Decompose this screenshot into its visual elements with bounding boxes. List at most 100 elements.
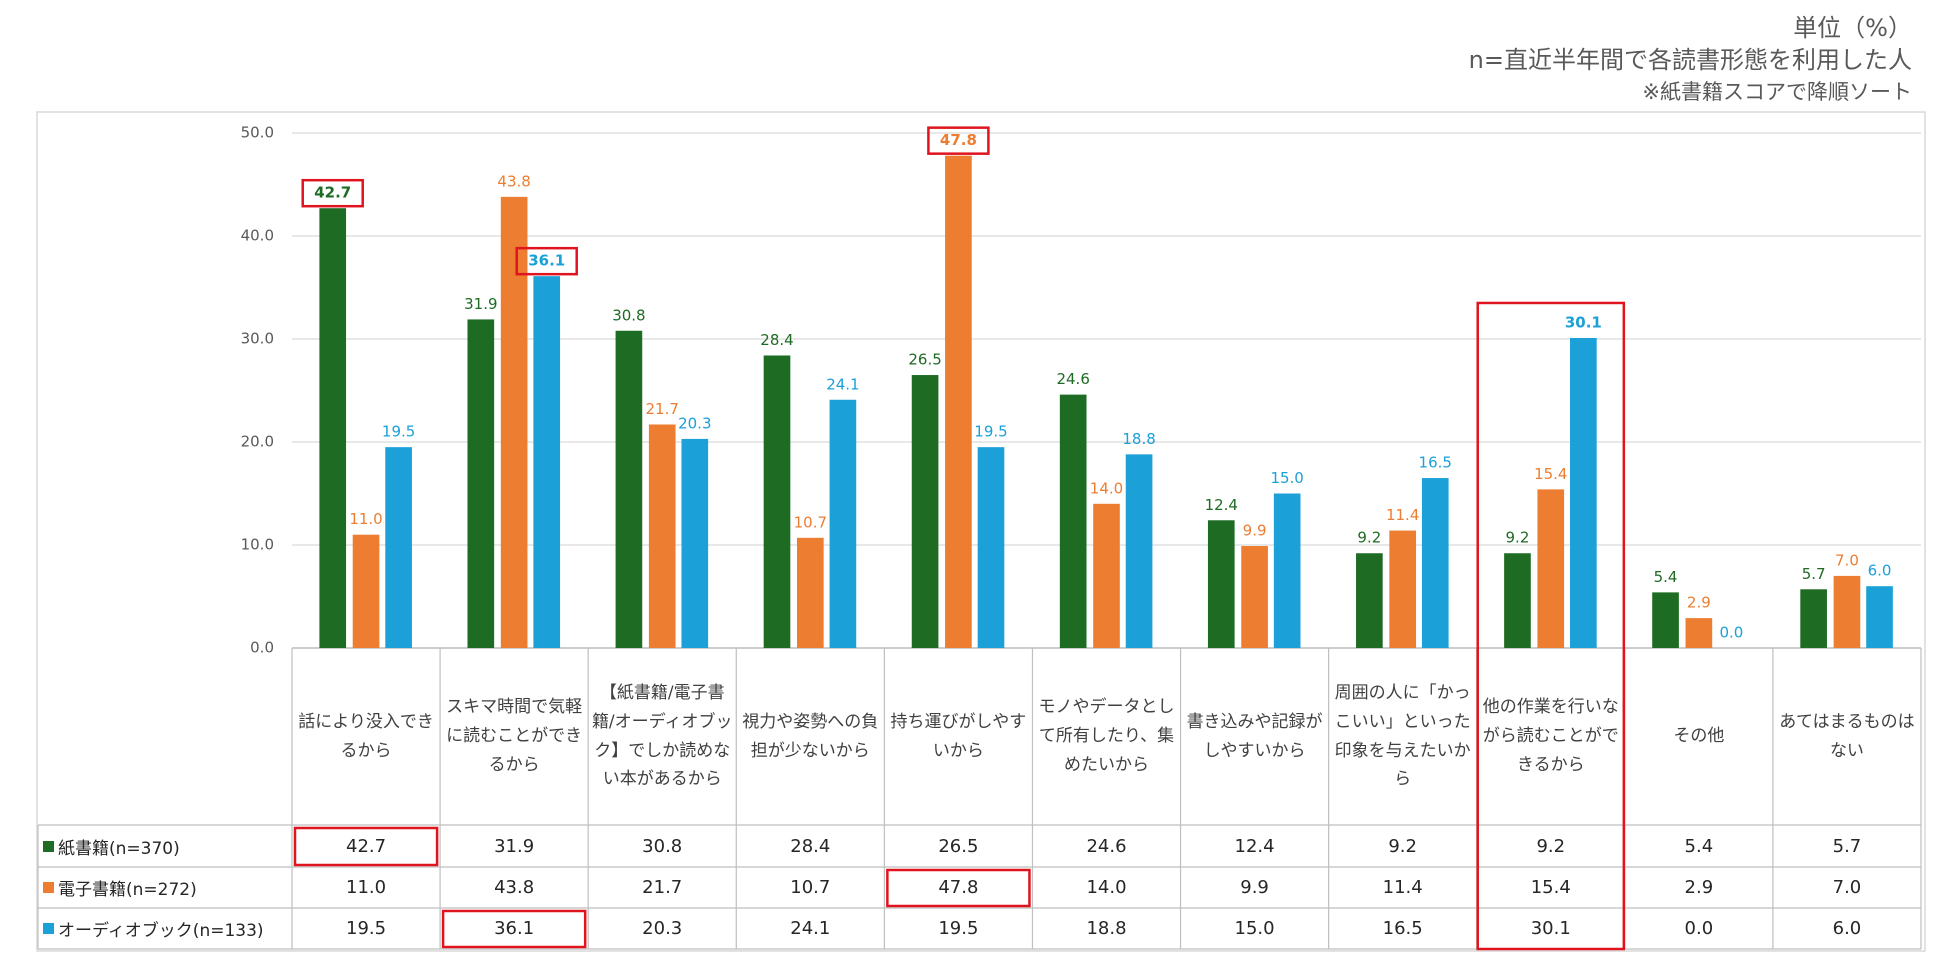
- bar: [796, 537, 824, 648]
- bar: [1833, 575, 1861, 648]
- table-cell: 5.4: [1684, 835, 1714, 857]
- data-label: 18.8: [1122, 430, 1155, 448]
- table-cell: 36.1: [494, 918, 535, 939]
- data-label: 2.9: [1687, 594, 1711, 612]
- bar: [1800, 589, 1827, 648]
- table-cell: 30.8: [642, 835, 683, 857]
- data-label: 15.0: [1270, 469, 1303, 487]
- bar: [1570, 337, 1597, 648]
- table-cell: 28.4: [790, 835, 831, 857]
- bar: [467, 319, 495, 648]
- bar: [1207, 520, 1235, 648]
- data-label: 42.7: [314, 184, 351, 202]
- legend-swatch: [43, 882, 54, 893]
- y-tick-label: 40.0: [241, 227, 274, 245]
- bar: [615, 330, 643, 648]
- category-label: 周囲の人に「かっこいい」といった印象を与えたいから: [1334, 682, 1471, 790]
- bar: [911, 375, 939, 648]
- data-label: 43.8: [497, 172, 530, 190]
- table-cell: 9.2: [1536, 835, 1566, 857]
- table-cell: 11.0: [346, 877, 387, 898]
- bar: [352, 534, 380, 648]
- legend-swatch: [43, 923, 54, 934]
- legend-label: 紙書籍(n=370): [58, 838, 180, 859]
- unit-note: 単位（%）: [1793, 14, 1912, 42]
- data-label: 30.1: [1565, 313, 1602, 331]
- table-cell: 47.8: [938, 877, 979, 898]
- bar: [1504, 553, 1531, 648]
- data-label: 9.2: [1506, 529, 1530, 547]
- category-label: 話により没入できるから: [298, 711, 434, 761]
- data-label: 36.1: [528, 252, 565, 270]
- table-cell: 0.0: [1684, 918, 1714, 939]
- bar: [681, 438, 709, 648]
- bar: [1093, 503, 1120, 648]
- legend-entry: 電子書籍(n=272): [43, 867, 197, 908]
- table-cell: 20.3: [642, 918, 683, 939]
- bar: [500, 196, 528, 649]
- bar: [1273, 493, 1301, 648]
- sample-note: n=直近半年間で各読書形態を利用した人: [1468, 46, 1912, 74]
- table-cell: 31.9: [494, 835, 535, 857]
- y-tick-label: 30.0: [241, 330, 274, 348]
- category-label: あてはまるものはない: [1779, 711, 1915, 761]
- category-label: モノやデータとして所有したり、集めたいから: [1038, 697, 1175, 775]
- table-cell: 26.5: [938, 835, 979, 857]
- bar: [945, 155, 972, 648]
- table-cell: 14.0: [1086, 877, 1127, 898]
- table-cell: 18.8: [1086, 918, 1127, 939]
- table-cell: 42.7: [346, 835, 387, 857]
- data-label: 15.4: [1534, 465, 1567, 483]
- table-cell: 15.0: [1234, 918, 1275, 939]
- data-label: 10.7: [794, 513, 827, 531]
- data-label: 14.0: [1090, 479, 1123, 497]
- table-cell: 16.5: [1382, 918, 1423, 939]
- data-label: 19.5: [974, 423, 1007, 441]
- legend-swatch: [43, 840, 54, 852]
- data-label: 11.4: [1386, 506, 1419, 524]
- category-label: 持ち運びがしやすいから: [890, 711, 1027, 761]
- bar: [1421, 478, 1449, 648]
- bar: [385, 447, 412, 648]
- data-label: 9.2: [1357, 529, 1381, 547]
- sort-note: ※紙書籍スコアで降順ソート: [1642, 80, 1912, 104]
- table-cell: 9.2: [1388, 835, 1417, 857]
- bar: [1685, 618, 1713, 648]
- table-cell: 21.7: [642, 877, 683, 898]
- bar: [763, 355, 791, 648]
- legend-entry: 紙書籍(n=370): [43, 825, 180, 867]
- y-tick-label: 0.0: [250, 639, 274, 657]
- data-label: 21.7: [646, 400, 679, 418]
- data-label: 24.1: [826, 375, 859, 393]
- data-label: 0.0: [1720, 624, 1744, 642]
- bar: [829, 399, 857, 648]
- data-label: 7.0: [1835, 551, 1859, 569]
- data-label: 24.6: [1056, 370, 1089, 388]
- y-tick-label: 20.0: [241, 433, 274, 451]
- table-cell: 9.9: [1240, 877, 1269, 898]
- bar: [1866, 586, 1893, 648]
- legend-entry: オーディオブック(n=133): [43, 908, 264, 949]
- legend-label: オーディオブック(n=133): [58, 921, 264, 941]
- table-cell: 11.4: [1382, 877, 1423, 898]
- data-label: 20.3: [678, 414, 711, 432]
- bar: [1059, 394, 1087, 648]
- table-cell: 7.0: [1832, 877, 1862, 898]
- table-cell: 19.5: [938, 918, 979, 939]
- table-cell: 10.7: [790, 877, 831, 898]
- bar: [319, 208, 347, 648]
- table-cell: 43.8: [494, 877, 535, 898]
- category-label: 視力や姿勢への負担が少ないから: [742, 711, 879, 761]
- data-label: 12.4: [1205, 496, 1238, 514]
- data-label: 5.4: [1654, 568, 1678, 586]
- bar: [1389, 530, 1417, 648]
- data-label: 26.5: [908, 351, 941, 369]
- y-tick-label: 10.0: [241, 536, 274, 554]
- bar: [1652, 592, 1679, 648]
- legend-label: 電子書籍(n=272): [58, 880, 197, 900]
- table-cell: 2.9: [1684, 877, 1714, 898]
- bar: [1125, 454, 1153, 648]
- bar: [1241, 546, 1268, 648]
